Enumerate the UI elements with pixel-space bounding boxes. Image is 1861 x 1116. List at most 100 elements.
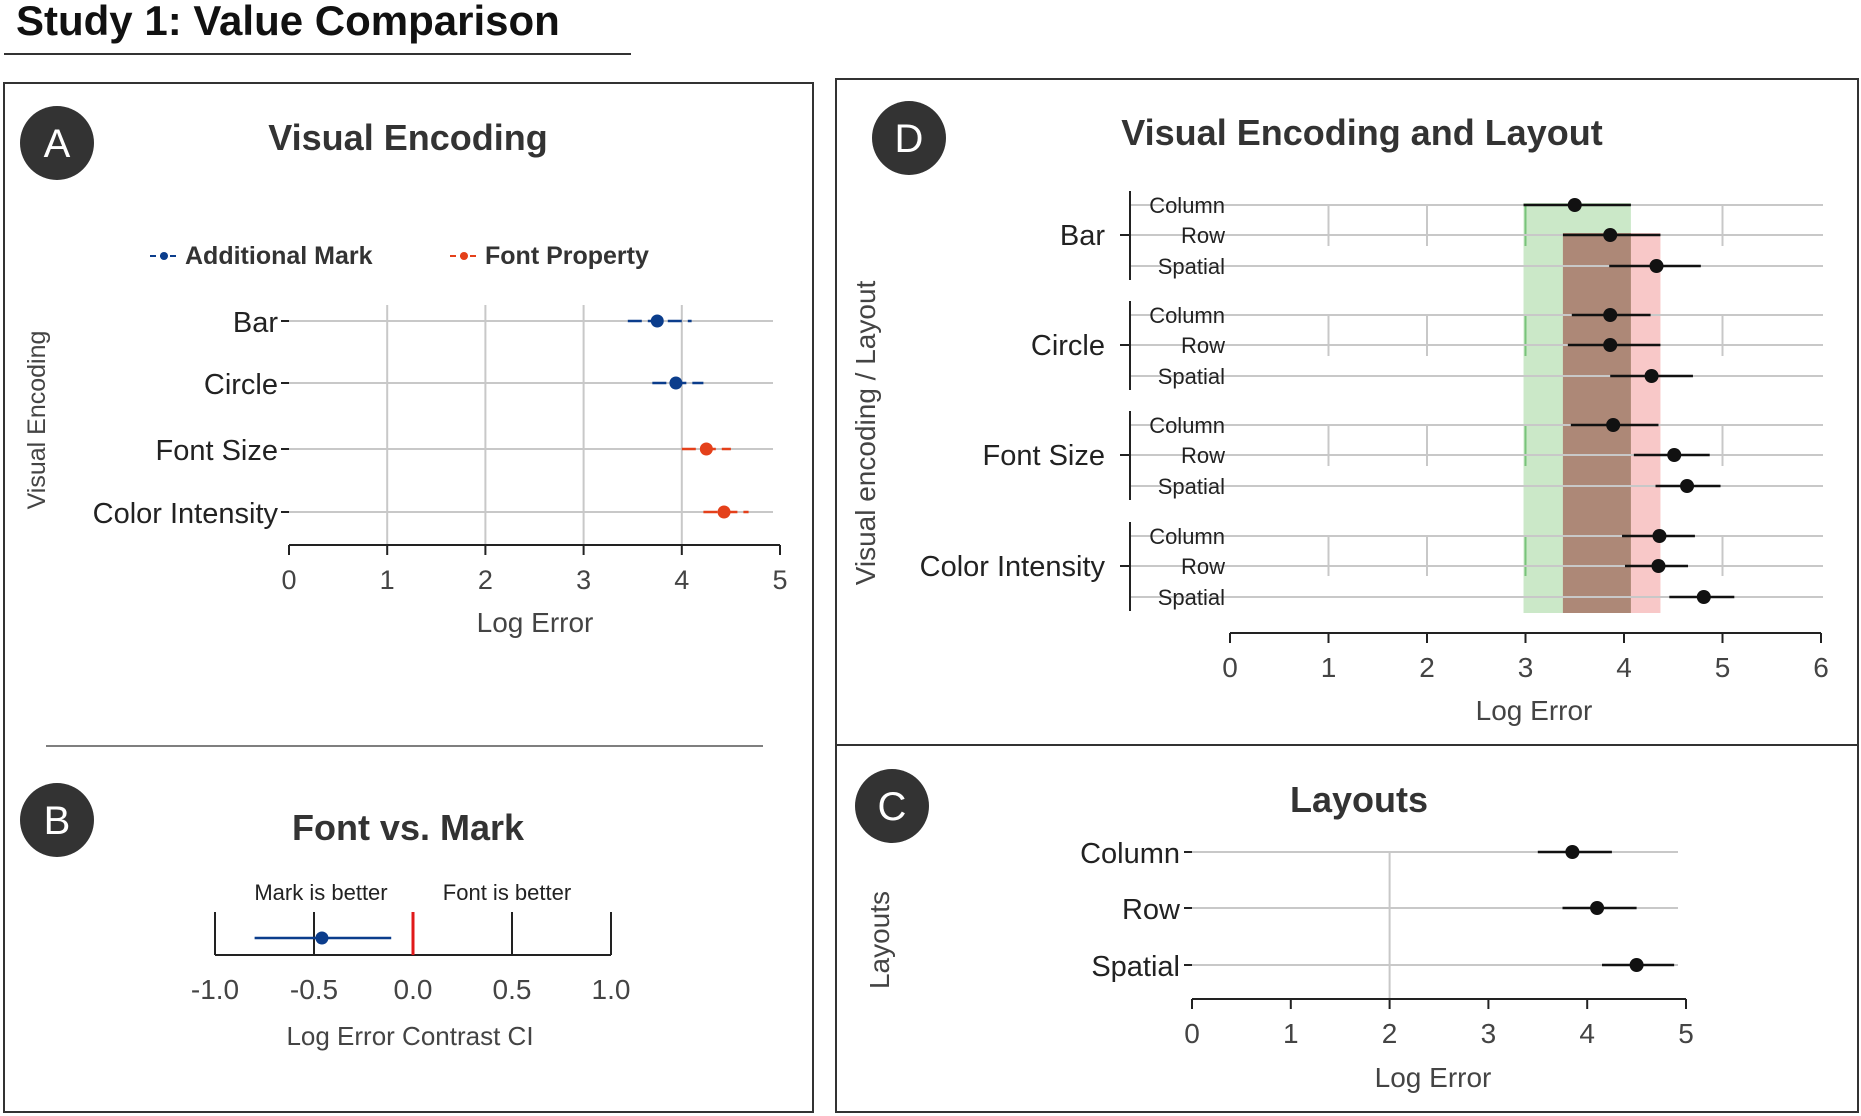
panel-a-x-tick-label: 3: [576, 565, 591, 595]
panel-d-row-label: Row: [1181, 223, 1225, 248]
panel-a-grid: [289, 305, 773, 545]
panel-c-grid: [1192, 851, 1678, 999]
panel-b-x-tick-label: -0.5: [290, 974, 338, 1005]
panel-d-point: [1603, 228, 1618, 242]
panel-right-frame: [835, 78, 1859, 1113]
panel-c-point: [1590, 901, 1605, 915]
panel-c-x-tick-label: 1: [1283, 1018, 1299, 1049]
panel-d-bands: [1523, 203, 1661, 613]
panel-d-row-label: Spatial: [1158, 474, 1225, 499]
legend-mark-dot: [160, 252, 168, 260]
panel-a-title: Visual Encoding: [268, 117, 547, 158]
panel-c-y-label: Layouts: [864, 891, 895, 989]
panel-d-row-label: Spatial: [1158, 585, 1225, 610]
panel-d-point: [1644, 369, 1659, 383]
panel-d-group-label: Circle: [1031, 330, 1105, 362]
panel-a-marks: Bar Circle Font Size Color Intensity: [93, 307, 749, 530]
panel-a-legend: Additional Mark Font Property: [150, 242, 649, 270]
panel-c-badge-letter: C: [878, 785, 907, 829]
legend-mark-label: Additional Mark: [185, 242, 373, 270]
figure-title: Study 1: Value Comparison: [16, 0, 560, 44]
panel-a-point: [669, 376, 683, 390]
panel-a-axis: 0 1 2 3 4 5: [281, 544, 788, 595]
panel-d: D Visual Encoding and Layout Bar Column Ro…: [850, 101, 1829, 726]
panel-d-group-label: Color Intensity: [920, 551, 1106, 583]
panel-c-point: [1629, 958, 1644, 972]
panel-c: C Layouts Column Row Spatial 0 1 2 3 4 5 Log Er…: [855, 769, 1694, 1093]
panel-d-row-label: Row: [1181, 554, 1225, 579]
panel-a-y-label: Visual Encoding: [23, 331, 51, 510]
panel-a-badge-circle: [20, 106, 94, 180]
panel-d-x-tick-label: 2: [1419, 652, 1435, 683]
panel-c-x-tick-label: 4: [1579, 1018, 1595, 1049]
panel-a-point: [717, 505, 731, 519]
panel-d-y-label: Visual encoding / Layout: [850, 280, 881, 585]
panel-d-x-tick-label: 0: [1222, 652, 1238, 683]
panel-b-x-tick-label: -1.0: [191, 974, 239, 1005]
panel-a-x-tick-label: 5: [772, 565, 787, 595]
panel-a-x-tick-label: 4: [674, 565, 689, 595]
panel-d-x-tick-label: 4: [1616, 652, 1632, 683]
panel-d-group-label: Font Size: [983, 440, 1106, 472]
panel-c-x-tick-label: 0: [1184, 1018, 1200, 1049]
panel-b-annotation-mark: Mark is better: [254, 880, 387, 905]
panel-b-annotation-font: Font is better: [443, 880, 571, 905]
panel-a-x-tick-label: 2: [478, 565, 493, 595]
panel-c-row-label: Row: [1122, 894, 1181, 926]
panel-b-x-tick-label: 0.5: [493, 974, 532, 1005]
panel-b-x-tick-label: 1.0: [592, 974, 631, 1005]
panel-d-badge-letter: D: [895, 117, 924, 161]
panel-a-x-label: Log Error: [477, 607, 594, 638]
panel-d-x-tick-label: 1: [1321, 652, 1337, 683]
panel-d-point: [1667, 448, 1682, 462]
panel-b: B Font vs. Mark Mark is better Font is b…: [20, 783, 630, 1051]
panel-d-x-tick-label: 6: [1813, 652, 1829, 683]
panel-d-badge-circle: [872, 101, 946, 175]
panel-d-row-label: Spatial: [1158, 364, 1225, 389]
panel-d-point: [1651, 559, 1666, 573]
panel-left-frame: [3, 82, 814, 1113]
legend-font-dot: [460, 252, 468, 260]
panel-b-point: [315, 931, 329, 945]
legend-font-label: Font Property: [485, 242, 649, 270]
panel-c-row-label: Spatial: [1091, 951, 1180, 983]
panel-d-row-label: Column: [1149, 524, 1225, 549]
panel-c-title: Layouts: [1290, 779, 1428, 820]
panel-b-x-tick-label: 0.0: [394, 974, 433, 1005]
panel-d-row-label: Spatial: [1158, 254, 1225, 279]
panel-a: A Visual Encoding Additional Mark Font P…: [20, 106, 788, 638]
panel-c-x-tick-label: 3: [1481, 1018, 1497, 1049]
panel-a-x-tick-label: 0: [281, 565, 296, 595]
panel-d-group-label: Bar: [1060, 220, 1105, 252]
panel-a-row-label: Color Intensity: [93, 498, 279, 530]
panel-d-marks: [1523, 198, 1735, 604]
panel-d-point: [1696, 590, 1711, 604]
panel-d-axis: 0 1 2 3 4 5 6: [1222, 632, 1829, 683]
panel-b-axis: -1.0 -0.5 0.0 0.5 1.0: [191, 912, 631, 1005]
panel-c-x-tick-label: 5: [1678, 1018, 1694, 1049]
panel-d-row-label: Column: [1149, 193, 1225, 218]
panel-c-marks: Column Row Spatial: [1080, 838, 1675, 983]
panel-c-point: [1565, 845, 1580, 859]
panel-b-marks: [254, 912, 415, 955]
panel-b-title: Font vs. Mark: [292, 807, 525, 848]
panel-a-row-label: Circle: [204, 369, 278, 401]
panel-a-x-tick-label: 1: [380, 565, 395, 595]
panel-d-x-label: Log Error: [1476, 695, 1593, 726]
panel-d-row-label: Column: [1149, 303, 1225, 328]
panel-c-row-label: Column: [1080, 838, 1180, 870]
panel-b-x-label: Log Error Contrast CI: [286, 1021, 533, 1051]
panel-c-x-tick-label: 2: [1382, 1018, 1398, 1049]
panel-b-badge-circle: [20, 783, 94, 857]
panel-d-point: [1652, 529, 1667, 543]
panel-d-row-label: Row: [1181, 333, 1225, 358]
panel-d-grid: [1130, 204, 1823, 598]
panel-d-x-tick-label: 5: [1715, 652, 1731, 683]
panel-a-point: [650, 314, 664, 328]
panel-d-labels: Bar Column Row Spatial Circle Column Row Spatia…: [920, 191, 1225, 611]
panel-d-row-label: Column: [1149, 413, 1225, 438]
panel-c-axis: 0 1 2 3 4 5: [1184, 998, 1694, 1049]
panel-d-point: [1603, 338, 1618, 352]
panel-c-badge-circle: [855, 769, 929, 843]
